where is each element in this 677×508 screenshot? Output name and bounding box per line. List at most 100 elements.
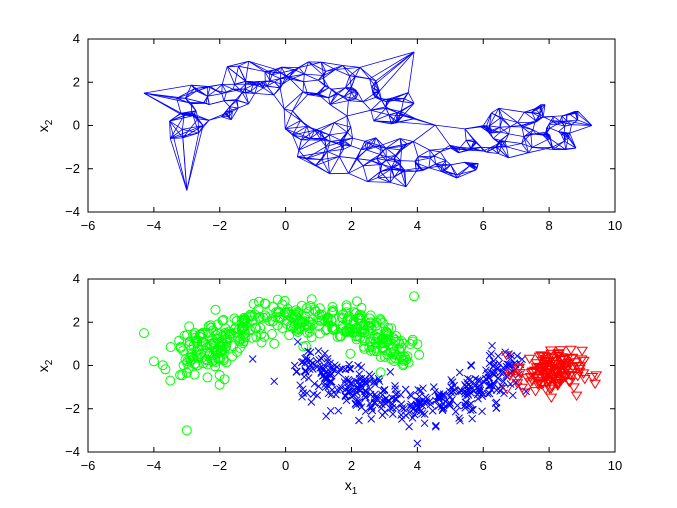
graph-edge [489, 125, 500, 128]
data-point-circle [328, 324, 339, 335]
data-point-triangle [554, 361, 567, 372]
data-point-x [413, 439, 422, 448]
graph-edge [360, 141, 369, 150]
graph-edge [350, 138, 353, 146]
graph-edge [230, 111, 233, 120]
graph-edge [403, 98, 415, 104]
graph-edge [498, 153, 509, 159]
data-point-x [341, 392, 350, 401]
graph-edge [238, 65, 265, 72]
graph-edge [441, 170, 445, 172]
data-point-x [248, 355, 257, 363]
data-point-circle [189, 369, 200, 380]
data-point-x [434, 402, 443, 410]
graph-edge [349, 75, 352, 88]
data-point-x [293, 337, 302, 346]
graph-edge [380, 138, 401, 146]
graph-edge [331, 87, 346, 90]
graph-edge [294, 61, 309, 71]
top-ytick-label: −2 [65, 161, 80, 176]
data-point-circle [358, 323, 369, 334]
graph-edge [362, 165, 368, 182]
data-point-x [408, 403, 416, 412]
data-point-x [485, 382, 494, 390]
data-point-circle [409, 291, 420, 302]
graph-edge [468, 149, 484, 152]
top-xtick-label: −6 [81, 218, 96, 233]
graph-edge [569, 124, 572, 134]
graph-edge [350, 127, 353, 139]
data-point-x [361, 407, 370, 416]
graph-edge [280, 75, 287, 79]
data-point-x [469, 405, 477, 414]
data-point-x [505, 361, 513, 370]
data-point-x [367, 404, 375, 413]
graph-edge [350, 145, 362, 150]
graph-edge [405, 171, 417, 188]
graph-edge [366, 145, 381, 151]
graph-edge [245, 80, 254, 83]
graph-edge [319, 122, 335, 132]
data-point-x [478, 389, 487, 398]
graph-edge [458, 148, 472, 154]
graph-edge [493, 138, 502, 141]
graph-edge [207, 86, 211, 97]
data-point-circle [398, 358, 409, 369]
data-point-x [357, 363, 366, 372]
graph-edge [335, 67, 361, 70]
graph-edge [532, 122, 536, 130]
bottom-xtick-label: 6 [480, 458, 487, 473]
data-point-x [457, 387, 466, 395]
data-point-circle [187, 351, 198, 362]
graph-edge [283, 91, 304, 110]
graph-edge [495, 146, 509, 159]
graph-edge [297, 139, 302, 157]
data-point-triangle [526, 368, 539, 378]
data-point-circle [229, 313, 240, 324]
graph-edge [499, 142, 507, 148]
graph-edge [329, 93, 339, 105]
graph-edge [542, 134, 551, 140]
data-point-triangle [567, 383, 580, 393]
data-point-triangle [513, 369, 526, 379]
data-point-x [317, 369, 326, 378]
data-point-circle [304, 326, 315, 337]
graph-edge [553, 116, 561, 122]
graph-edge [492, 131, 501, 139]
graph-edge [271, 66, 282, 76]
graph-edge [266, 85, 281, 89]
graph-edge [329, 156, 340, 174]
graph-edge [310, 130, 316, 139]
graph-edge [251, 81, 254, 83]
graph-edge [486, 112, 492, 127]
data-point-circle [259, 298, 270, 309]
graph-edge [552, 140, 565, 150]
graph-edge [303, 81, 309, 95]
data-point-x [313, 391, 322, 400]
data-point-x [455, 368, 464, 377]
data-point-triangle [501, 385, 514, 395]
graph-edge [349, 67, 361, 77]
graph-edge [207, 96, 210, 105]
graph-edge [539, 104, 546, 114]
data-point-x [488, 341, 496, 350]
graph-edge [517, 111, 525, 123]
bottom-xlabel: x1 [345, 477, 358, 497]
data-point-x [344, 387, 353, 396]
data-point-circle [327, 322, 338, 332]
graph-edge [348, 92, 352, 101]
top-ytick-label: −4 [65, 204, 80, 219]
graph-edge [198, 120, 210, 134]
bottom-xtick-label: 10 [608, 458, 622, 473]
graph-edge [345, 75, 351, 88]
graph-edge [531, 104, 542, 113]
graph-edge [340, 139, 352, 147]
data-point-x [398, 415, 406, 423]
data-point-x [378, 411, 387, 420]
graph-edge [362, 97, 376, 103]
graph-edge [329, 100, 349, 105]
data-point-triangle [563, 377, 575, 387]
graph-edge [207, 90, 216, 97]
graph-edge [500, 131, 509, 135]
graph-edge [388, 111, 402, 116]
